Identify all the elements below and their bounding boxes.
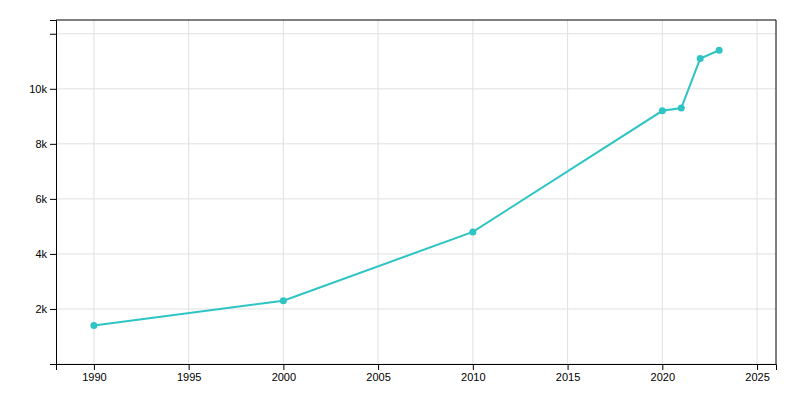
x-tick-mark <box>283 364 284 370</box>
x-grid-line <box>93 20 94 364</box>
x-tick: 2005 <box>366 364 390 383</box>
x-tick: 2015 <box>556 364 580 383</box>
x-grid-line <box>662 20 663 364</box>
x-tick: 2000 <box>272 364 296 383</box>
y-tick-mark <box>50 309 56 310</box>
y-axis: 2k 4k 6k 8k 10k <box>29 21 56 365</box>
x-tick-mark <box>94 364 95 370</box>
plot-frame-right <box>776 20 777 364</box>
x-tick-mark <box>189 364 190 370</box>
y-tick-mark <box>50 364 56 365</box>
y-tick <box>50 34 56 35</box>
y-tick: 8k <box>35 138 56 150</box>
y-tick-label: 8k <box>35 138 47 150</box>
point <box>697 55 704 62</box>
y-tick-mark <box>50 254 56 255</box>
y-tick: 4k <box>35 248 56 260</box>
x-tick-mark <box>473 364 474 370</box>
x-tick-label: 2000 <box>272 371 296 383</box>
point <box>716 47 723 54</box>
y-tick: 6k <box>35 193 56 205</box>
chart: 1990 1995 2000 2005 2010 2015 2020 2025 2k 4k 6k 8k… <box>0 0 800 400</box>
x-tick: 2010 <box>461 364 485 383</box>
line <box>94 50 719 325</box>
point <box>280 297 287 304</box>
y-grid-line <box>56 88 776 89</box>
x-tick-label: 1990 <box>82 371 106 383</box>
y-tick: 2k <box>35 303 56 315</box>
point <box>659 107 666 114</box>
y-tick-label: 4k <box>35 248 47 260</box>
plot-frame-top <box>56 20 776 21</box>
x-axis-line <box>57 365 777 371</box>
x-grid-line <box>567 20 568 364</box>
x-tick-label: 2005 <box>366 371 390 383</box>
y-tick-mark <box>50 199 56 200</box>
x-tick-mark <box>568 364 569 370</box>
y-grid-line <box>56 33 776 34</box>
x-tick: 1995 <box>177 364 201 383</box>
y-grid-line <box>56 143 776 144</box>
x-grid-line <box>472 20 473 364</box>
marks <box>90 47 722 329</box>
x-tick-mark <box>757 364 758 370</box>
point <box>678 105 685 112</box>
y-tick-mark <box>50 34 56 35</box>
point <box>469 228 476 235</box>
plot: 1990 1995 2000 2005 2010 2015 2020 2025 2k 4k 6k 8k… <box>29 20 776 383</box>
grid <box>56 20 776 364</box>
y-tick-mark <box>50 89 56 90</box>
y-axis-line <box>50 21 57 365</box>
y-tick-mark <box>50 144 56 145</box>
point <box>90 322 97 329</box>
x-tick: 2025 <box>745 364 769 383</box>
x-grid-line <box>757 20 758 364</box>
x-tick-mark <box>378 364 379 370</box>
y-tick-label: 10k <box>29 83 47 95</box>
y-grid-line <box>56 308 776 309</box>
x-tick-label: 2010 <box>461 371 485 383</box>
x-grid-line <box>378 20 379 364</box>
x-tick: 1990 <box>82 364 106 383</box>
x-tick-label: 2020 <box>651 371 675 383</box>
y-grid-line <box>56 198 776 199</box>
y-tick-label: 6k <box>35 193 47 205</box>
x-tick-mark <box>662 364 663 370</box>
y-tick-label: 2k <box>35 303 47 315</box>
x-tick-label: 1995 <box>177 371 201 383</box>
x-tick: 2020 <box>651 364 675 383</box>
y-tick: 10k <box>29 83 56 95</box>
x-tick-label: 2025 <box>745 371 769 383</box>
x-tick-label: 2015 <box>556 371 580 383</box>
x-axis: 1990 1995 2000 2005 2010 2015 2020 2025 <box>57 364 777 383</box>
y-tick <box>50 364 56 365</box>
x-grid-line <box>283 20 284 364</box>
